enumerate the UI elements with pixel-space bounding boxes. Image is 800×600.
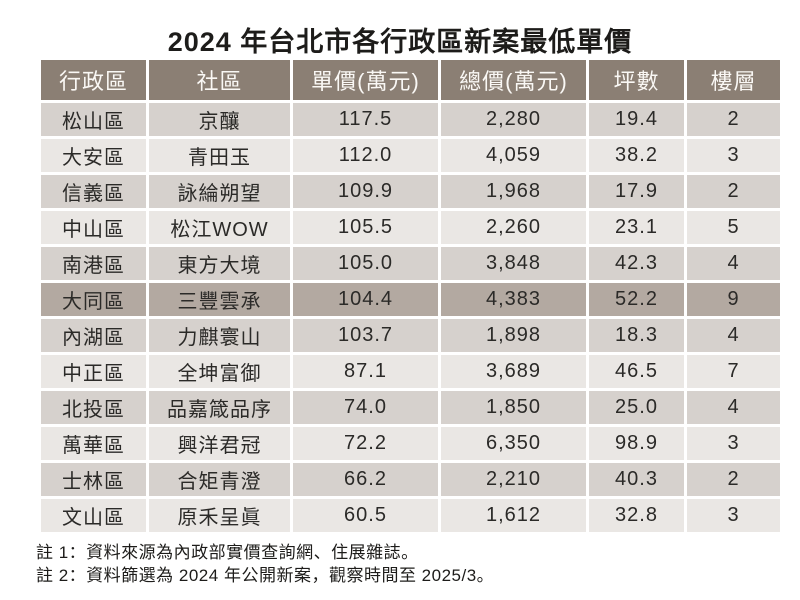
- cell-total-price: 3,689: [441, 355, 586, 388]
- table-body: 松山區 京釀 117.5 2,280 19.4 2 大安區 青田玉 112.0 4,059 38.2…: [41, 103, 780, 532]
- table-row: 萬華區 興洋君冠 72.2 6,350 98.9 3: [41, 427, 780, 460]
- cell-community: 京釀: [149, 103, 290, 136]
- footnote-1: 註 1：資料來源為內政部實價查詢網、住展雜誌。: [36, 543, 419, 562]
- cell-size-ping: 52.2: [589, 283, 684, 316]
- cell-floor: 3: [687, 499, 780, 532]
- table-row: 北投區 品嘉箴品序 74.0 1,850 25.0 4: [41, 391, 780, 424]
- price-table: 行政區 社區 單價(萬元) 總價(萬元) 坪數 樓層 松山區 京釀 117.5 2,280 19.…: [38, 57, 783, 535]
- table-row: 中正區 全坤富御 87.1 3,689 46.5 7: [41, 355, 780, 388]
- cell-district: 士林區: [41, 463, 146, 496]
- cell-floor: 3: [687, 139, 780, 172]
- cell-community: 力麒寰山: [149, 319, 290, 352]
- cell-community: 全坤富御: [149, 355, 290, 388]
- cell-unit-price: 74.0: [293, 391, 438, 424]
- footnotes: 註 1：資料來源為內政部實價查詢網、住展雜誌。 註 2：資料篩選為 2024 年…: [36, 541, 494, 587]
- cell-unit-price: 105.0: [293, 247, 438, 280]
- cell-unit-price: 87.1: [293, 355, 438, 388]
- cell-size-ping: 18.3: [589, 319, 684, 352]
- column-header-size-ping: 坪數: [589, 60, 684, 100]
- cell-district: 中山區: [41, 211, 146, 244]
- column-header-community: 社區: [149, 60, 290, 100]
- table-row: 大安區 青田玉 112.0 4,059 38.2 3: [41, 139, 780, 172]
- cell-floor: 5: [687, 211, 780, 244]
- cell-community: 詠綸朔望: [149, 175, 290, 208]
- cell-unit-price: 104.4: [293, 283, 438, 316]
- table-row: 南港區 東方大境 105.0 3,848 42.3 4: [41, 247, 780, 280]
- cell-community: 原禾呈眞: [149, 499, 290, 532]
- cell-floor: 4: [687, 391, 780, 424]
- cell-community: 合矩青澄: [149, 463, 290, 496]
- table-row: 松山區 京釀 117.5 2,280 19.4 2: [41, 103, 780, 136]
- cell-district: 南港區: [41, 247, 146, 280]
- cell-size-ping: 46.5: [589, 355, 684, 388]
- page-title: 2024 年台北市各行政區新案最低單價: [167, 27, 633, 57]
- cell-size-ping: 38.2: [589, 139, 684, 172]
- cell-floor: 7: [687, 355, 780, 388]
- table-row: 信義區 詠綸朔望 109.9 1,968 17.9 2: [41, 175, 780, 208]
- cell-district: 北投區: [41, 391, 146, 424]
- cell-unit-price: 60.5: [293, 499, 438, 532]
- table-row: 內湖區 力麒寰山 103.7 1,898 18.3 4: [41, 319, 780, 352]
- cell-district: 松山區: [41, 103, 146, 136]
- cell-unit-price: 72.2: [293, 427, 438, 460]
- cell-unit-price: 105.5: [293, 211, 438, 244]
- column-header-district: 行政區: [41, 60, 146, 100]
- cell-community: 品嘉箴品序: [149, 391, 290, 424]
- table-row: 士林區 合矩青澄 66.2 2,210 40.3 2: [41, 463, 780, 496]
- cell-total-price: 3,848: [441, 247, 586, 280]
- cell-community: 青田玉: [149, 139, 290, 172]
- cell-size-ping: 23.1: [589, 211, 684, 244]
- cell-floor: 2: [687, 103, 780, 136]
- cell-floor: 3: [687, 427, 780, 460]
- table-row: 中山區 松江WOW 105.5 2,260 23.1 5: [41, 211, 780, 244]
- cell-district: 文山區: [41, 499, 146, 532]
- cell-total-price: 2,210: [441, 463, 586, 496]
- column-header-total-price: 總價(萬元): [441, 60, 586, 100]
- column-header-unit-price: 單價(萬元): [293, 60, 438, 100]
- cell-size-ping: 98.9: [589, 427, 684, 460]
- cell-total-price: 4,059: [441, 139, 586, 172]
- cell-unit-price: 109.9: [293, 175, 438, 208]
- table-row: 文山區 原禾呈眞 60.5 1,612 32.8 3: [41, 499, 780, 532]
- cell-community: 松江WOW: [149, 211, 290, 244]
- cell-total-price: 6,350: [441, 427, 586, 460]
- cell-floor: 4: [687, 319, 780, 352]
- cell-total-price: 1,898: [441, 319, 586, 352]
- cell-unit-price: 112.0: [293, 139, 438, 172]
- cell-community: 三豐雲承: [149, 283, 290, 316]
- cell-total-price: 1,612: [441, 499, 586, 532]
- cell-total-price: 1,968: [441, 175, 586, 208]
- cell-size-ping: 32.8: [589, 499, 684, 532]
- cell-floor: 2: [687, 175, 780, 208]
- cell-floor: 2: [687, 463, 780, 496]
- cell-total-price: 2,280: [441, 103, 586, 136]
- cell-total-price: 1,850: [441, 391, 586, 424]
- cell-district: 萬華區: [41, 427, 146, 460]
- cell-community: 興洋君冠: [149, 427, 290, 460]
- cell-size-ping: 19.4: [589, 103, 684, 136]
- cell-size-ping: 17.9: [589, 175, 684, 208]
- cell-unit-price: 103.7: [293, 319, 438, 352]
- cell-total-price: 2,260: [441, 211, 586, 244]
- header-row: 行政區 社區 單價(萬元) 總價(萬元) 坪數 樓層: [41, 60, 780, 100]
- cell-district: 中正區: [41, 355, 146, 388]
- cell-community: 東方大境: [149, 247, 290, 280]
- cell-unit-price: 117.5: [293, 103, 438, 136]
- table-row: 大同區 三豐雲承 104.4 4,383 52.2 9: [41, 283, 780, 316]
- cell-floor: 9: [687, 283, 780, 316]
- cell-district: 大同區: [41, 283, 146, 316]
- cell-district: 大安區: [41, 139, 146, 172]
- cell-district: 信義區: [41, 175, 146, 208]
- cell-size-ping: 42.3: [589, 247, 684, 280]
- cell-district: 內湖區: [41, 319, 146, 352]
- column-header-floor: 樓層: [687, 60, 780, 100]
- footnote-2: 註 2：資料篩選為 2024 年公開新案，觀察時間至 2025/3。: [36, 566, 495, 585]
- cell-total-price: 4,383: [441, 283, 586, 316]
- cell-floor: 4: [687, 247, 780, 280]
- cell-unit-price: 66.2: [293, 463, 438, 496]
- cell-size-ping: 40.3: [589, 463, 684, 496]
- cell-size-ping: 25.0: [589, 391, 684, 424]
